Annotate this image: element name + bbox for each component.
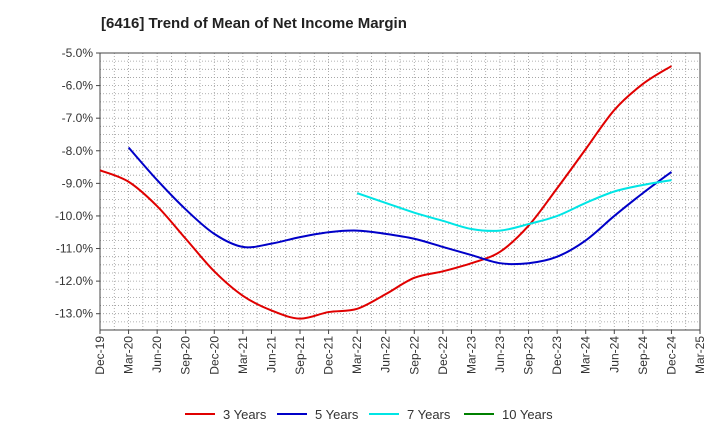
- x-tick-label: Mar-22: [350, 336, 364, 374]
- x-tick-label: Sep-23: [522, 336, 536, 375]
- series-line-7-years: [356, 179, 672, 232]
- x-tick-label: Dec-21: [322, 336, 336, 375]
- grid: [100, 53, 700, 330]
- y-tick-label: -7.0%: [62, 111, 94, 125]
- y-tick-label: -12.0%: [55, 274, 93, 288]
- series-line-5-years: [127, 146, 673, 266]
- legend: 3 Years 5 Years 7 Years 10 Years: [185, 407, 553, 422]
- legend-label: 3 Years: [223, 407, 267, 422]
- x-tick-label: Mar-23: [464, 336, 478, 374]
- y-tick-label: -11.0%: [56, 242, 93, 256]
- x-tick-label: Dec-23: [550, 336, 564, 375]
- x-tick-label: Jun-22: [379, 336, 393, 373]
- y-tick-label: -13.0%: [55, 307, 93, 321]
- y-tick-label: -9.0%: [62, 176, 94, 190]
- y-axis: -13.0% -12.0% -11.0% -10.0% -9.0% -8.0% -7.0% -…: [55, 46, 100, 321]
- x-axis: Dec-19 Mar-20 Jun-20 Sep-20 Dec-20 Mar-21 Jun-…: [93, 330, 707, 375]
- x-tick-label: Jun-24: [607, 336, 621, 373]
- legend-label: 5 Years: [315, 407, 359, 422]
- series-line-3-years: [99, 65, 672, 320]
- y-tick-label: -5.0%: [62, 46, 94, 60]
- x-tick-label: Mar-21: [236, 336, 250, 374]
- y-tick-label: -6.0%: [62, 79, 94, 93]
- x-tick-label: Mar-20: [122, 336, 136, 374]
- x-tick-label: Mar-25: [693, 336, 707, 374]
- x-tick-label: Dec-19: [93, 336, 107, 375]
- x-tick-label: Jun-20: [150, 336, 164, 373]
- legend-label: 10 Years: [502, 407, 553, 422]
- x-tick-label: Jun-23: [493, 336, 507, 373]
- plot-border: [99, 52, 701, 331]
- series-lines: [99, 65, 673, 320]
- x-tick-label: Sep-20: [179, 336, 193, 375]
- x-tick-label: Sep-22: [407, 336, 421, 375]
- x-tick-label: Sep-24: [636, 336, 650, 375]
- y-tick-label: -10.0%: [55, 209, 93, 223]
- x-tick-label: Sep-21: [293, 336, 307, 375]
- legend-label: 7 Years: [407, 407, 451, 422]
- x-tick-label: Dec-22: [436, 336, 450, 375]
- x-tick-label: Mar-24: [579, 336, 593, 374]
- y-tick-label: -8.0%: [62, 144, 94, 158]
- x-tick-label: Dec-24: [664, 336, 678, 375]
- x-tick-label: Dec-20: [207, 336, 221, 375]
- x-tick-label: Jun-21: [264, 336, 278, 373]
- chart-title: [6416] Trend of Mean of Net Income Margi…: [101, 15, 407, 32]
